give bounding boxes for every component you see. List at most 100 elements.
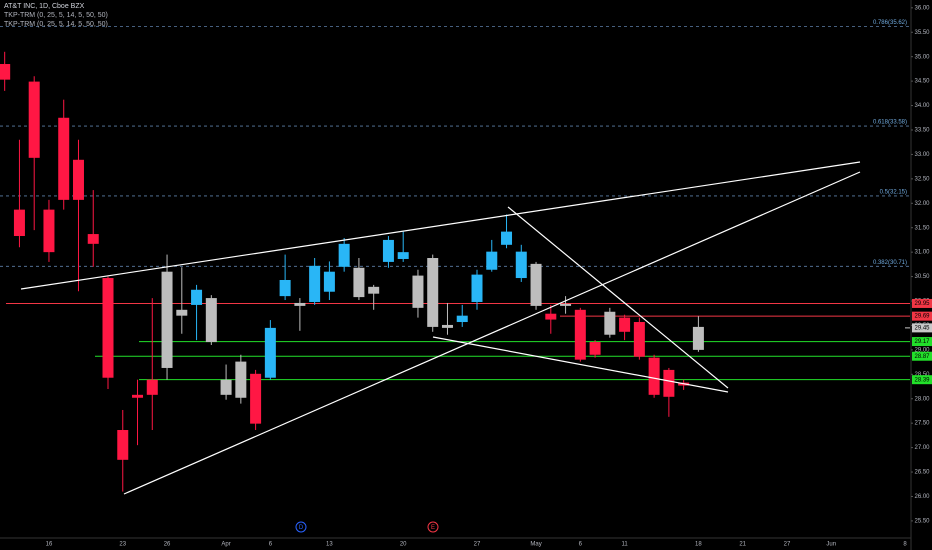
event-label: E: [431, 525, 435, 531]
candle-body: [323, 271, 335, 292]
candle-body: [589, 342, 601, 355]
level-tag-label: 29.69: [914, 314, 930, 320]
candle-body: [412, 275, 424, 308]
fib-label: 0.618(33.58): [873, 120, 907, 126]
y-tick-label: 31.00: [914, 250, 930, 256]
candle-body: [692, 326, 704, 350]
candle-body: [250, 373, 262, 424]
x-tick-label: 16: [46, 542, 53, 548]
candle-body: [264, 327, 276, 378]
candle-body: [427, 258, 439, 327]
y-tick-label: 32.00: [914, 201, 930, 207]
candle-body: [486, 251, 498, 270]
y-tick-label: 35.50: [914, 30, 930, 36]
y-tick-label: 29.00: [914, 347, 930, 353]
level-tag: [912, 375, 932, 385]
candle-body: [72, 159, 84, 200]
x-tick-label: 8: [903, 542, 907, 548]
y-tick-label: 28.50: [914, 372, 930, 378]
x-tick-label: 27: [784, 542, 791, 548]
trend-line: [20, 161, 861, 290]
x-tick-label: Jun: [826, 542, 836, 548]
candle-body: [648, 357, 660, 395]
y-tick-label: 26.50: [914, 470, 930, 476]
candle-body: [132, 394, 144, 398]
candle-body: [560, 303, 572, 306]
candle-body: [471, 274, 483, 302]
candle-body: [161, 271, 173, 368]
y-tick-label: 27.50: [914, 421, 930, 427]
x-tick-label: 21: [739, 542, 746, 548]
level-tag: [912, 311, 932, 321]
candle-body: [633, 322, 645, 357]
candle-body: [456, 315, 468, 323]
y-tick-label: 32.50: [914, 176, 930, 182]
fib-label: 0.786(35.62): [873, 20, 907, 26]
y-tick-label: 33.00: [914, 152, 930, 158]
candle-body: [28, 81, 40, 158]
y-tick-label: 25.50: [914, 518, 930, 524]
x-tick-label: 26: [164, 542, 171, 548]
candle-body: [279, 279, 291, 297]
candle-body: [515, 251, 527, 279]
candle-body: [220, 379, 232, 395]
x-tick-label: 20: [400, 542, 407, 548]
candle-body: [205, 298, 217, 343]
y-tick-label: 26.00: [914, 494, 930, 500]
level-tag: [912, 323, 932, 333]
candle-body: [368, 286, 380, 294]
candle-body: [574, 309, 586, 360]
candle-body: [309, 265, 321, 302]
level-tag: [912, 351, 932, 361]
candle-body: [530, 263, 542, 306]
trend-lines: [20, 161, 861, 495]
candle-body: [191, 289, 203, 305]
candle-body: [235, 361, 247, 398]
candle-body: [338, 243, 350, 267]
candle-body: [353, 267, 365, 298]
x-tick-label: 18: [695, 542, 702, 548]
y-tick-label: 28.00: [914, 396, 930, 402]
y-tick-label: 27.00: [914, 445, 930, 451]
candle-body: [382, 239, 394, 262]
level-tag-label: 28.39: [914, 377, 930, 383]
candle-body: [87, 234, 99, 244]
y-tick-label: 35.00: [914, 54, 930, 60]
plot-area: 0.786(35.62) 0.618(33.58) 0.5(32.15) 0.382(…: [0, 20, 910, 492]
trend-line: [507, 206, 729, 389]
x-tick-label: Apr: [221, 542, 230, 548]
candle-body: [663, 369, 675, 397]
y-tick-label: 30.50: [914, 274, 930, 280]
candle-body: [117, 430, 129, 460]
fib-label: 0.5(32.15): [880, 190, 907, 196]
event-label: D: [299, 525, 304, 531]
y-tick-label: 34.50: [914, 79, 930, 85]
candle-body: [545, 313, 557, 320]
level-tag-label: 29.95: [914, 301, 930, 307]
candle-body: [604, 311, 616, 335]
x-tick-label: 23: [119, 542, 126, 548]
level-tag-label: 28.87: [914, 354, 930, 360]
indicator-label: TKP-TRM (0, 25, 5, 14, 5, 50, 50): [4, 12, 108, 19]
event-marker: [295, 521, 307, 533]
candle-body: [146, 379, 158, 395]
x-tick-label: 27: [474, 542, 481, 548]
level-tag-label: 29.45: [914, 325, 930, 331]
level-tag-label: 29.17: [914, 339, 930, 345]
candle-body: [0, 64, 11, 80]
level-tag: [912, 337, 932, 347]
candle-body: [58, 117, 70, 200]
trend-line: [123, 171, 861, 495]
chart-title: AT&T INC, 1D, Cboe BZX: [4, 3, 85, 10]
x-tick-label: 6: [579, 542, 583, 548]
candle-body: [176, 309, 188, 316]
candle-body: [501, 231, 513, 245]
indicator-label: TKP-TRM (0, 25, 5, 14, 5, 50, 50): [4, 21, 108, 28]
candle-body: [43, 209, 55, 253]
y-tick-label: 36.00: [914, 5, 930, 11]
x-tick-label: May: [530, 542, 541, 548]
x-tick-label: 6: [269, 542, 273, 548]
candle-body: [619, 317, 631, 332]
